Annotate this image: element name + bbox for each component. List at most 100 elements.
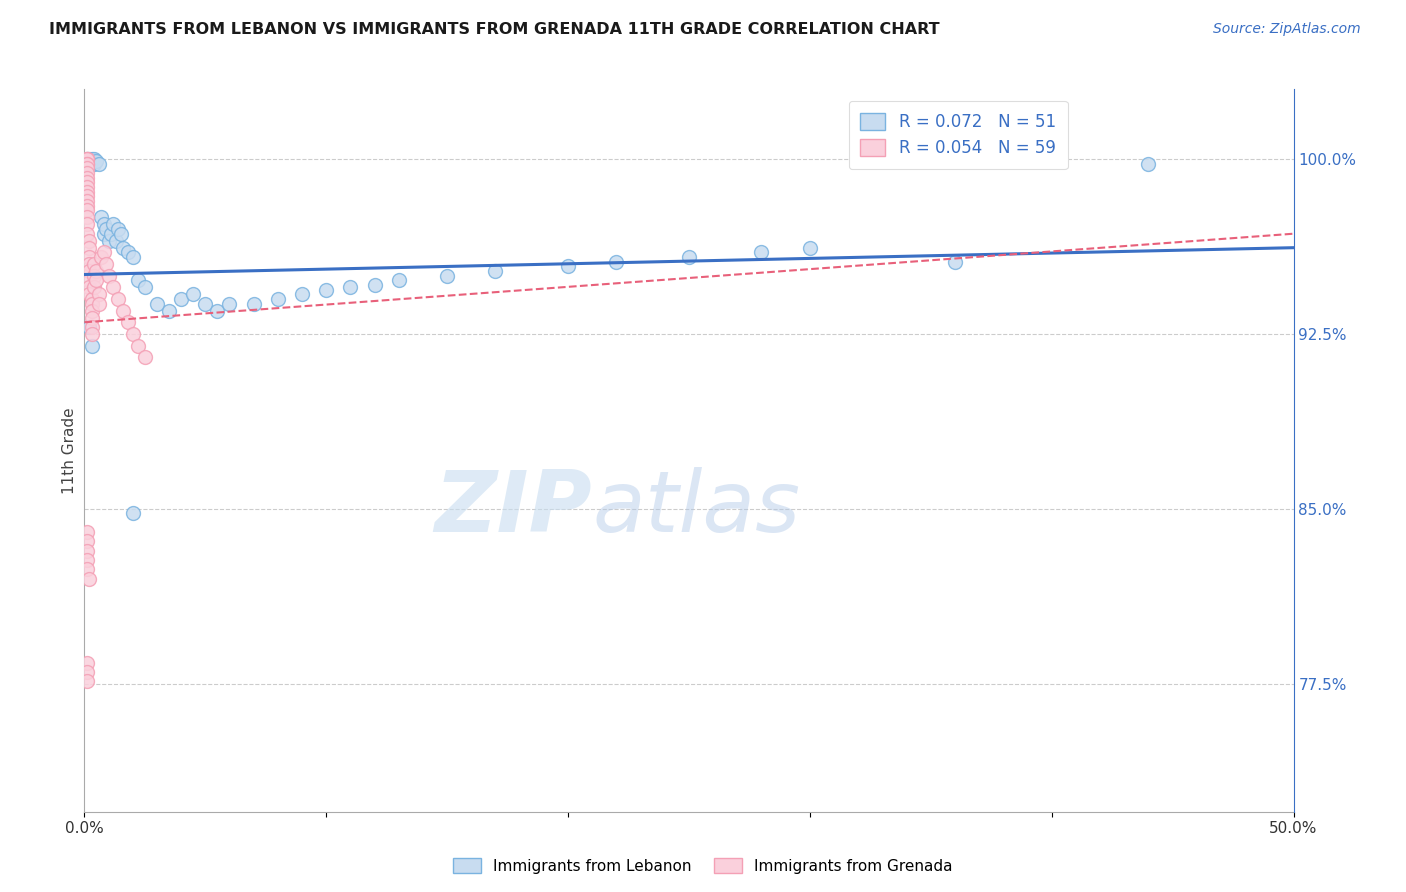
Point [76,562,98,576]
Y-axis label: 11th Grade: 11th Grade [62,407,77,494]
Point [121,326,143,341]
Point [76,180,98,194]
Point [242,296,264,310]
Point [194,296,217,310]
Point [76,152,98,166]
Point [93,218,115,232]
Point [86,273,108,287]
Point [87,287,110,301]
Point [117,315,139,329]
Point [110,227,132,241]
Point [87,296,110,310]
Point [157,303,180,318]
Point [605,254,627,268]
Point [87,157,110,171]
Point [76,152,98,166]
Point [76,166,98,180]
Point [107,292,129,306]
Point [94,222,117,236]
Legend: R = 0.072   N = 51, R = 0.054   N = 59: R = 0.072 N = 51, R = 0.054 N = 59 [849,101,1067,169]
Point [943,254,966,268]
Point [80,152,103,166]
Point [90,250,112,264]
Point [77,234,100,248]
Point [100,227,122,241]
Point [77,157,100,171]
Point [76,170,98,185]
Point [93,245,115,260]
Point [94,257,117,271]
Point [76,185,98,199]
Point [127,338,149,352]
Point [76,176,98,190]
Point [76,161,98,176]
Point [751,245,773,260]
Point [77,241,100,255]
Point [77,257,100,271]
Point [77,152,100,166]
Point [76,152,98,166]
Point [76,203,98,218]
Point [315,283,337,297]
Point [86,264,108,278]
Point [86,154,108,169]
Point [80,154,103,169]
Point [799,241,821,255]
Point [207,303,229,318]
Point [112,241,135,255]
Point [83,280,105,294]
Point [76,543,98,558]
Point [76,227,98,241]
Text: ZIP: ZIP [434,467,592,549]
Point [107,222,129,236]
Point [77,287,100,301]
Text: Source: ZipAtlas.com: Source: ZipAtlas.com [1213,22,1361,37]
Point [80,303,103,318]
Point [93,227,115,241]
Point [76,189,98,203]
Point [80,310,103,325]
Point [80,292,103,306]
Point [678,250,700,264]
Point [76,157,98,171]
Point [77,264,100,278]
Point [76,152,98,166]
Text: atlas: atlas [592,467,800,549]
Point [76,553,98,567]
Point [80,296,103,310]
Point [77,572,100,586]
Point [267,292,290,306]
Point [181,287,204,301]
Point [76,194,98,208]
Point [484,264,506,278]
Point [90,211,112,225]
Point [121,250,143,264]
Point [77,320,100,334]
Point [97,234,120,248]
Point [83,257,105,271]
Point [76,524,98,539]
Point [388,273,411,287]
Point [436,268,458,283]
Point [104,234,127,248]
Point [77,250,100,264]
Legend: Immigrants from Lebanon, Immigrants from Grenada: Immigrants from Lebanon, Immigrants from… [447,852,959,880]
Point [218,296,240,310]
Point [134,350,156,364]
Point [170,292,193,306]
Point [363,277,385,292]
Point [339,280,361,294]
Point [76,218,98,232]
Point [97,268,120,283]
Point [80,326,103,341]
Point [112,303,135,318]
Point [76,674,98,689]
Point [103,218,125,232]
Point [80,338,103,352]
Point [76,534,98,549]
Point [77,280,100,294]
Point [76,211,98,225]
Point [83,268,105,283]
Point [1137,157,1160,171]
Point [80,320,103,334]
